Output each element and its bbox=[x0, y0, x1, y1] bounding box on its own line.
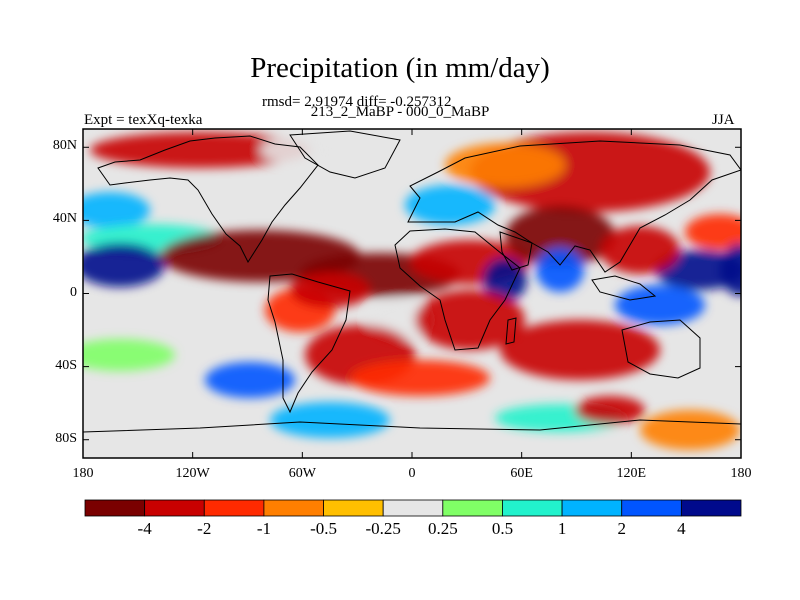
coastline-antarctica bbox=[83, 419, 741, 433]
field-blob-2 bbox=[445, 143, 565, 187]
colorbar-swatch bbox=[621, 499, 682, 517]
colorbar-swatch bbox=[680, 499, 742, 517]
colorbar-label: -0.5 bbox=[310, 519, 337, 538]
comparison-label: 213_2_MaBP - 000_0_MaBP bbox=[310, 104, 490, 120]
x-tick-label: 180 bbox=[730, 466, 752, 481]
colorbar-label: -2 bbox=[197, 519, 212, 538]
y-tick-label: 0 bbox=[70, 284, 77, 300]
colorbar-label: -0.25 bbox=[365, 519, 401, 538]
colorbar bbox=[84, 499, 742, 517]
colorbar-swatch bbox=[382, 499, 444, 517]
field-blob-29 bbox=[405, 185, 495, 225]
coastline-eurasia bbox=[407, 140, 741, 273]
map-title: Precipitation (in mm/day) bbox=[250, 52, 550, 84]
field-blob-31 bbox=[720, 244, 741, 296]
colorbar-label: -4 bbox=[137, 519, 152, 538]
colorbar-label: 2 bbox=[617, 519, 626, 538]
colorbar-label: 4 bbox=[677, 519, 686, 538]
field-blob-12 bbox=[655, 250, 741, 290]
field-blob-23 bbox=[270, 402, 390, 438]
colorbar-swatch bbox=[561, 499, 623, 517]
colorbar-swatch bbox=[442, 499, 503, 517]
field-blob-22 bbox=[350, 360, 490, 396]
x-tick-label: 120W bbox=[175, 466, 210, 481]
y-tick-label: 40S bbox=[55, 357, 77, 373]
axis-ticks bbox=[82, 129, 742, 458]
y-tick-label: 80N bbox=[52, 138, 77, 154]
field-blob-0 bbox=[90, 132, 310, 168]
colorbar-label: 0.25 bbox=[427, 519, 458, 538]
coastline-africa bbox=[394, 228, 521, 351]
field-blob-27 bbox=[205, 362, 295, 398]
stats-text: rmsd= 2.91974 diff= -0.257312 bbox=[262, 94, 452, 110]
y-tick-label: 40N bbox=[52, 211, 77, 227]
field-blob-11 bbox=[536, 248, 584, 292]
x-tick-label: 180 bbox=[72, 466, 94, 481]
field-blob-14 bbox=[685, 214, 741, 250]
coastline-arabia bbox=[499, 231, 533, 271]
field-blob-18 bbox=[415, 290, 525, 350]
coastline-south-america bbox=[267, 273, 351, 414]
field-blob-24 bbox=[640, 410, 740, 450]
precipitation-field bbox=[83, 129, 741, 458]
colorbar-label: 0.5 bbox=[491, 519, 514, 538]
field-blob-20 bbox=[615, 285, 705, 325]
field-blob-19 bbox=[500, 320, 660, 380]
experiment-label: Expt = texXq-texka bbox=[84, 112, 203, 128]
colorbar-label: -1 bbox=[256, 519, 271, 538]
field-blob-5 bbox=[83, 243, 165, 287]
x-tick-label: 60W bbox=[288, 466, 316, 481]
coastline-outlines bbox=[83, 130, 741, 433]
colorbar-swatch bbox=[203, 499, 265, 517]
field-blob-9 bbox=[505, 206, 615, 266]
field-blob-16 bbox=[290, 272, 370, 308]
field-blob-30 bbox=[575, 396, 645, 424]
colorbar-swatch bbox=[502, 499, 563, 517]
season-label: JJA bbox=[712, 112, 735, 128]
coastline-australia bbox=[621, 319, 701, 379]
field-blob-3 bbox=[83, 192, 150, 228]
coastline-north-america bbox=[97, 135, 319, 264]
field-blob-26 bbox=[83, 339, 175, 371]
coastline-madagascar bbox=[505, 317, 517, 345]
x-tick-label: 0 bbox=[408, 466, 416, 481]
y-tick-label: 80S bbox=[55, 430, 77, 446]
colorbar-swatch bbox=[323, 499, 384, 517]
x-tick-label: 120E bbox=[616, 466, 647, 481]
colorbar-label: 1 bbox=[557, 519, 567, 538]
field-blobs bbox=[83, 132, 741, 450]
colorbar-swatch bbox=[144, 499, 205, 517]
coastline-maritime-continent bbox=[591, 275, 657, 301]
colorbar-swatch bbox=[263, 499, 324, 517]
x-tick-label: 60E bbox=[510, 466, 533, 481]
coastline-greenland bbox=[289, 130, 401, 179]
colorbar-swatch bbox=[84, 499, 146, 517]
